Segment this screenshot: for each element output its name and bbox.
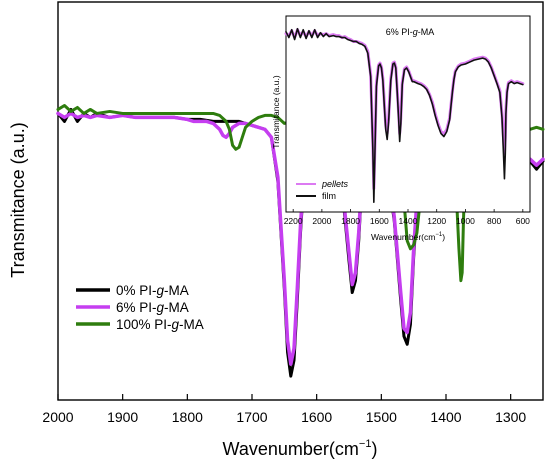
main-x-axis-label: Wavenumber(cm−1)	[223, 438, 378, 459]
inset-x-tick-label-800: 800	[487, 216, 501, 226]
legend-label-6pct-suffix: -MA	[164, 300, 189, 315]
main-y-axis-label: Transmitance (a.u.)	[8, 122, 28, 277]
inset-x-tick-label-1000: 1000	[456, 216, 475, 226]
main-x-tick-label-1800: 1800	[172, 409, 203, 425]
legend-label-0pct-suffix: -MA	[164, 283, 189, 298]
inset-series-group	[284, 27, 525, 203]
main-x-axis-label-sup: −1	[359, 438, 372, 450]
legend-label-0pct: 0% PI-g-MA	[116, 283, 189, 298]
inset-x-axis-label: Wavenumber(cm−1)	[371, 232, 445, 242]
inset-legend-label-film: film	[322, 191, 336, 201]
inset-legend-label-pellets: pellets	[321, 179, 349, 189]
inset-background	[286, 16, 530, 212]
main-x-tick-label-1500: 1500	[366, 409, 397, 425]
legend-label-0pct-prefix: 0% PI-	[116, 283, 157, 298]
legend-label-100pct: 100% PI-g-MA	[116, 317, 204, 332]
inset-x-tick-label-1200: 1200	[427, 216, 446, 226]
inset-x-tick-label-600: 600	[516, 216, 530, 226]
inset-title-italic: g	[413, 27, 418, 37]
inset-title: 6% PI-g-MA	[386, 27, 435, 37]
legend-label-6pct: 6% PI-g-MA	[116, 300, 189, 315]
main-plot-frame	[57, 1, 544, 401]
legend-label-100pct-prefix: 100% PI-	[116, 317, 172, 332]
main-x-tick-label-2000: 2000	[42, 409, 73, 425]
inset-title-suffix: -MA	[418, 27, 435, 37]
inset-x-tick-label-2000: 2000	[312, 216, 331, 226]
inset-y-axis-label: Transmitance (a.u.)	[271, 75, 281, 149]
inset-x-tick-label-1800: 1800	[341, 216, 360, 226]
main-x-tick-label-1600: 1600	[301, 409, 332, 425]
main-x-axis-label-base: Wavenumber(cm	[223, 439, 359, 459]
legend-label-100pct-suffix: -MA	[179, 317, 204, 332]
inset-x-tick-label-1400: 1400	[399, 216, 418, 226]
inset-x-axis-label-sup: −1	[435, 232, 443, 238]
inset-x-tick-label-1600: 1600	[370, 216, 389, 226]
legend-label-0pct-italic: g	[157, 283, 165, 298]
main-x-tick-label-1400: 1400	[430, 409, 461, 425]
main-legend: 0% PI-g-MA 6% PI-g-MA 100% PI-g-MA	[76, 283, 204, 332]
inset-legend: pellets film	[296, 179, 349, 201]
legend-label-6pct-prefix: 6% PI-	[116, 300, 157, 315]
main-x-axis-label-end: )	[371, 439, 377, 459]
inset-x-tick-label-2200: 2200	[284, 216, 303, 226]
main-x-tick-label-1300: 1300	[495, 409, 526, 425]
inset-plot: 2200 2000 1800 1600 1400 1200 1000 800 600 6% PI…	[271, 15, 531, 242]
legend-label-100pct-italic: g	[172, 317, 180, 332]
main-x-tick-label-1700: 1700	[236, 409, 267, 425]
inset-x-axis-label-base: Wavenumber(cm	[371, 232, 435, 242]
inset-series-line-1	[285, 27, 524, 203]
inset-x-axis-label-end: )	[442, 232, 445, 242]
main-x-ticks: 2000 1900 1800 1700 1600 1500 1400 1300	[42, 394, 526, 425]
legend-label-6pct-italic: g	[157, 300, 165, 315]
inset-title-prefix: 6% PI-	[386, 27, 413, 37]
main-x-tick-label-1900: 1900	[107, 409, 138, 425]
inset-x-ticks: 2200 2000 1800 1600 1400 1200 1000 800 600	[284, 209, 530, 226]
